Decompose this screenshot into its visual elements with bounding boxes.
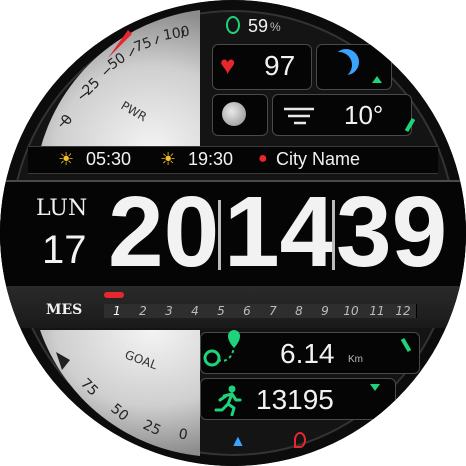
month-number: 1 <box>113 304 121 318</box>
time-hours: 20 <box>108 176 220 288</box>
time-panel <box>0 180 466 288</box>
temperature-value: 10° <box>344 100 384 130</box>
steps-value: 13195 <box>256 384 334 415</box>
alarm-bell-icon[interactable]: ▲ <box>230 433 246 450</box>
city-name[interactable]: City Name <box>276 149 361 169</box>
power-needle-mark <box>108 30 132 58</box>
battery-unit: % <box>270 20 281 34</box>
month-number: 6 <box>243 304 251 318</box>
month-number: 12 <box>395 304 411 318</box>
time-minutes: 14 <box>224 176 336 288</box>
battery-value: 59 <box>248 16 269 36</box>
time-separator-1 <box>218 200 221 270</box>
distance-unit: Km <box>348 354 363 365</box>
green-indicator <box>372 76 382 83</box>
month-number: 8 <box>295 304 303 318</box>
month-number: 2 <box>139 304 147 318</box>
month-number: 3 <box>165 304 173 318</box>
sunrise-icon: ☀ <box>58 149 75 169</box>
sunrise-time: 05:30 <box>86 149 132 169</box>
goal-tick-25: 25 <box>140 417 163 439</box>
app-shortcut-icon[interactable] <box>294 432 306 448</box>
month-number: 10 <box>343 304 359 318</box>
time-seconds: 39 <box>336 176 448 288</box>
current-month-indicator <box>104 292 124 298</box>
running-person-icon <box>214 385 242 416</box>
goal-tick-0: 0 <box>177 426 189 443</box>
month-bar-label: MES <box>46 302 83 318</box>
day-number: 17 <box>42 228 87 272</box>
month-number: 5 <box>217 304 225 318</box>
goal-gauge: GOAL 75 50 25 0 <box>40 330 200 456</box>
sunset-time: 19:30 <box>188 149 234 169</box>
heart-icon: ♥ <box>220 50 236 80</box>
power-tick-75: 75 <box>132 35 154 56</box>
month-number: 7 <box>269 304 277 318</box>
heart-rate-panel[interactable] <box>212 44 312 90</box>
info-row <box>28 146 438 174</box>
heart-rate-value: 97 <box>264 50 296 81</box>
location-pin-icon: ● <box>258 150 268 167</box>
month-number: 9 <box>321 304 329 318</box>
weekday: LUN <box>36 196 88 221</box>
month-segment <box>390 304 417 318</box>
battery-icon <box>226 16 240 34</box>
route-icon <box>203 330 240 367</box>
green-indicator-4 <box>370 384 380 391</box>
power-tick-100: 100 <box>162 24 191 44</box>
goal-marker <box>56 352 70 370</box>
sunset-icon: ☀ <box>160 149 177 169</box>
moon-phase-icon <box>222 102 246 126</box>
distance-value: 6.14 <box>280 338 335 369</box>
month-number: 11 <box>369 304 385 318</box>
month-number: 4 <box>191 304 199 318</box>
power-gauge: 0 25 50 75 100 PWR <box>40 10 200 150</box>
time-separator-2 <box>332 200 335 270</box>
fog-weather-icon <box>284 107 314 125</box>
moon-stars-icon <box>326 52 352 78</box>
